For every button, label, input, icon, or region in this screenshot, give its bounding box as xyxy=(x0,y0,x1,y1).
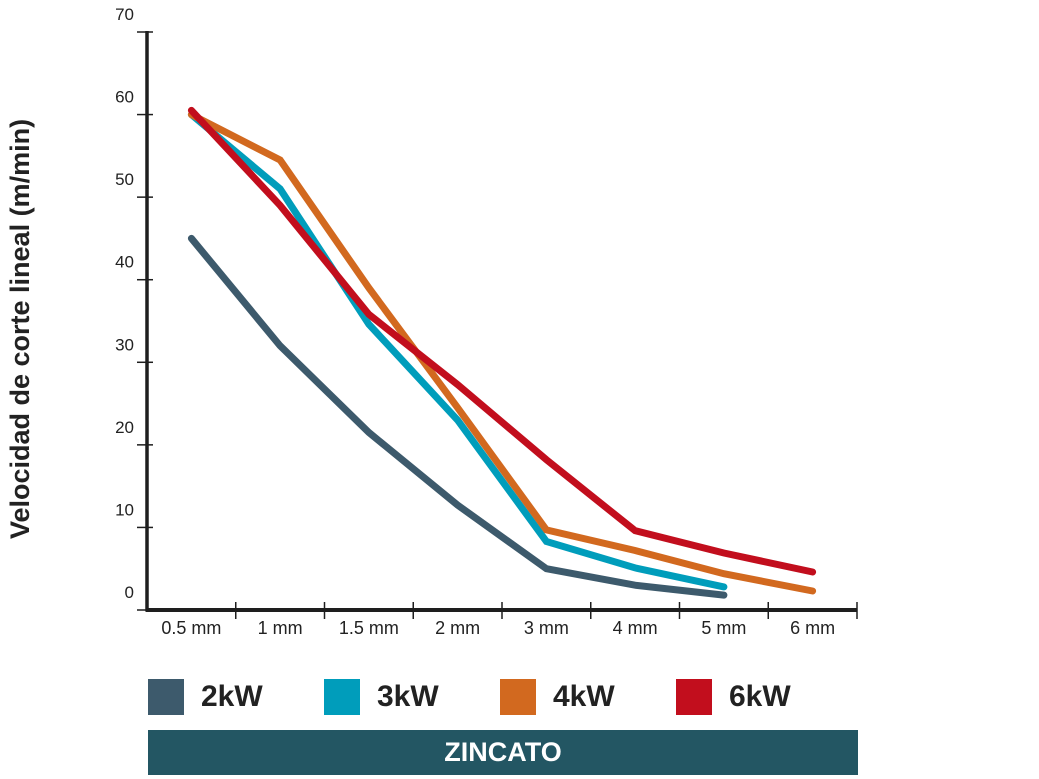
legend: 2kW 3kW 4kW 6kW xyxy=(148,679,858,715)
x-tick-label: 5 mm xyxy=(701,618,746,638)
series-line-4kw xyxy=(187,111,817,595)
chart-title: ZINCATO xyxy=(444,737,562,767)
y-axis-ticks: 0 10 20 30 40 50 60 70 xyxy=(115,5,153,611)
y-tick-label: 30 xyxy=(115,335,134,354)
legend-item-6kw: 6kW xyxy=(676,679,791,715)
x-tick-label: 4 mm xyxy=(613,618,658,638)
legend-label-2kw: 2kW xyxy=(201,680,263,713)
y-tick-label: 40 xyxy=(115,253,134,272)
legend-item-3kw: 3kW xyxy=(324,679,439,715)
y-tick-label: 10 xyxy=(115,500,134,519)
legend-swatch-4kw xyxy=(500,679,536,715)
legend-item-4kw: 4kW xyxy=(500,679,615,715)
y-axis-label: Velocidad de corte lineal (m/min) xyxy=(5,119,35,539)
series-line-2kw xyxy=(187,234,728,599)
series-line-3kw xyxy=(187,111,728,591)
series-lines xyxy=(187,106,817,599)
x-tick-label: 1 mm xyxy=(258,618,303,638)
y-tick-label: 50 xyxy=(115,170,134,189)
legend-item-2kw: 2kW xyxy=(148,679,263,715)
line-chart: Velocidad de corte lineal (m/min) 0 10 20 3… xyxy=(5,5,858,638)
legend-swatch-2kw xyxy=(148,679,184,715)
x-tick-label: 1.5 mm xyxy=(339,618,399,638)
x-axis-ticks: 0.5 mm 1 mm 1.5 mm 2 mm 3 mm 4 mm 5 mm 6 mm xyxy=(161,602,858,638)
y-tick-label: 0 xyxy=(125,583,134,602)
x-tick-label: 0.5 mm xyxy=(161,618,221,638)
x-tick-label: 6 mm xyxy=(790,618,835,638)
chart-title-bar: ZINCATO xyxy=(148,730,858,775)
x-tick-label: 3 mm xyxy=(524,618,569,638)
legend-swatch-6kw xyxy=(676,679,712,715)
legend-label-6kw: 6kW xyxy=(729,680,791,713)
legend-label-3kw: 3kW xyxy=(377,680,439,713)
legend-swatch-3kw xyxy=(324,679,360,715)
y-tick-label: 60 xyxy=(115,88,134,107)
series-line-6kw xyxy=(187,106,817,576)
legend-label-4kw: 4kW xyxy=(553,680,615,713)
y-tick-label: 70 xyxy=(115,5,134,24)
y-tick-label: 20 xyxy=(115,418,134,437)
x-tick-label: 2 mm xyxy=(435,618,480,638)
